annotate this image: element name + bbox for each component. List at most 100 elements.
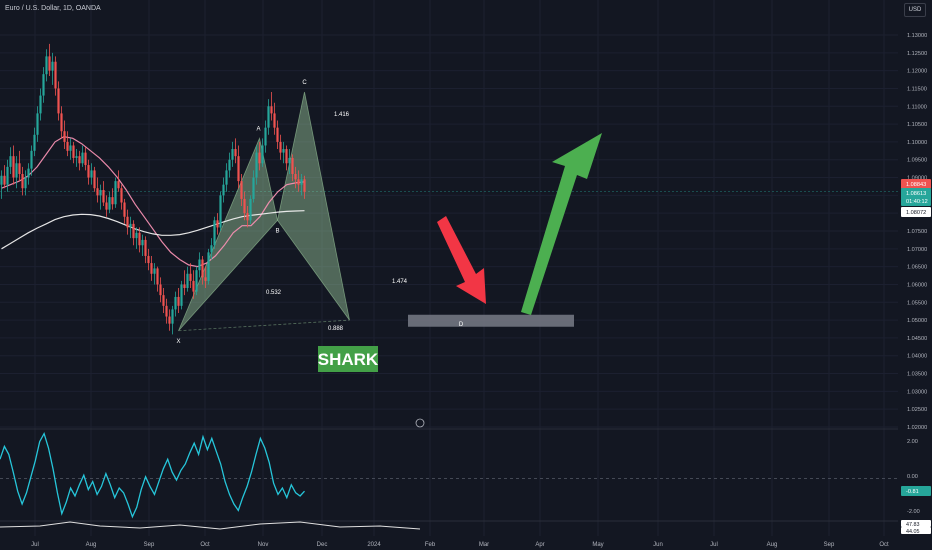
candle-body [81, 152, 84, 164]
candle-body [282, 149, 285, 153]
target-zone-box [408, 314, 574, 327]
candle-body [225, 170, 228, 185]
price-tick: 1.06000 [907, 282, 927, 288]
candle-body [99, 190, 102, 196]
candle-body [276, 127, 279, 142]
point-label-a: A [256, 126, 260, 132]
candle-body [303, 179, 306, 192]
candle-body [57, 88, 60, 114]
time-label: Sep [144, 542, 155, 548]
target-zone [408, 314, 574, 327]
price-tick: 1.04500 [907, 336, 927, 342]
osc-tick: -2.00 [907, 509, 920, 515]
candle-body [39, 95, 42, 114]
candle-body [15, 163, 18, 178]
oscillator-pane [0, 428, 932, 530]
candle-body [159, 284, 162, 296]
candle-body [150, 263, 153, 274]
candle-body [189, 273, 192, 281]
green-up-arrow [521, 133, 602, 315]
time-label: Nov [258, 542, 269, 548]
candle-body [285, 149, 288, 164]
pattern-xd-line [178, 319, 350, 332]
candle-body [111, 197, 114, 205]
candle-body [216, 220, 219, 228]
candle-body [228, 159, 231, 171]
lower-indicator-line [0, 521, 421, 530]
price-tick: 1.05000 [907, 318, 927, 324]
time-label: Jul [710, 542, 718, 548]
candle-body [162, 295, 165, 306]
price-tick: 1.03500 [907, 372, 927, 378]
point-label-d: D [459, 322, 464, 328]
price-axis[interactable]: 1.13000 1.12500 1.12000 1.11500 1.11000 1.105… [898, 0, 932, 536]
ratio-bcd: 1.474 [392, 279, 408, 285]
time-label: Feb [425, 542, 436, 548]
candle-body [186, 273, 189, 289]
candle-body [96, 188, 99, 196]
candle-body [156, 268, 159, 285]
time-label: Oct [879, 542, 889, 548]
candle-body [204, 277, 207, 281]
candle-body [108, 197, 111, 210]
price-tick: 1.04000 [907, 354, 927, 360]
symbol-title: Euro / U.S. Dollar, 1D, OANDA [5, 5, 101, 12]
candle-body [177, 296, 180, 306]
candle-body [42, 74, 45, 96]
pattern-labels: X A B C D 0.532 1.416 1.474 0.888 SHARK [176, 80, 464, 428]
candle-body [27, 168, 30, 178]
point-label-b: B [275, 228, 279, 234]
candlesticks [0, 43, 306, 335]
time-label: Sep [824, 542, 835, 548]
candle-body [105, 202, 108, 210]
candle-body [69, 145, 72, 151]
lower-value-tag: 47.83 [906, 522, 920, 528]
price-tick: 1.12000 [907, 69, 927, 75]
candle-body [36, 113, 39, 135]
candle-body [195, 270, 198, 292]
price-tick: 1.05500 [907, 300, 927, 306]
time-label: May [592, 542, 603, 548]
candle-body [219, 195, 222, 228]
ma-line-fast [1, 135, 305, 268]
candle-body [300, 179, 303, 185]
candle-body [135, 232, 138, 239]
lower-value-bg [901, 520, 931, 527]
last-price-tag-bg [901, 188, 931, 198]
candle-body [198, 259, 201, 271]
candle-body [291, 157, 294, 174]
osc-tick: 0.00 [907, 474, 918, 480]
candle-body [153, 268, 156, 274]
candle-body [210, 245, 213, 253]
candle-body [84, 152, 87, 166]
candle-body [147, 255, 150, 264]
candle-body [267, 106, 270, 128]
candle-body [93, 170, 96, 189]
price-axis-bg [898, 0, 932, 536]
candle-body [51, 61, 54, 71]
osc-tick: 2.00 [907, 439, 918, 445]
time-axis-bg [0, 536, 932, 550]
point-label-c: C [302, 80, 307, 86]
time-label: Aug [767, 542, 778, 548]
candle-body [165, 305, 168, 317]
candle-body [264, 127, 267, 146]
price-tick: 1.09000 [907, 176, 927, 182]
time-axis[interactable]: Jul Aug Sep Oct Nov Dec 2024 Feb Mar Apr May Jun Jul… [0, 536, 932, 550]
projection-arrows [437, 133, 602, 315]
price-tick: 1.09500 [907, 158, 927, 164]
candle-body [66, 141, 69, 151]
point-label-x: X [176, 339, 180, 345]
candle-body [192, 280, 195, 292]
candle-body [18, 163, 21, 174]
price-tick: 1.07500 [907, 229, 927, 235]
pattern-triangle-bcd [277, 91, 350, 321]
ratio-abc: 1.416 [334, 112, 350, 118]
candle-body [75, 156, 78, 158]
candle-body [0, 175, 3, 185]
candle-body [48, 56, 51, 71]
currency-button[interactable]: USD [904, 3, 926, 17]
price-tick: 1.02000 [907, 425, 927, 431]
last-price-tag: 1.08613 [906, 191, 926, 197]
